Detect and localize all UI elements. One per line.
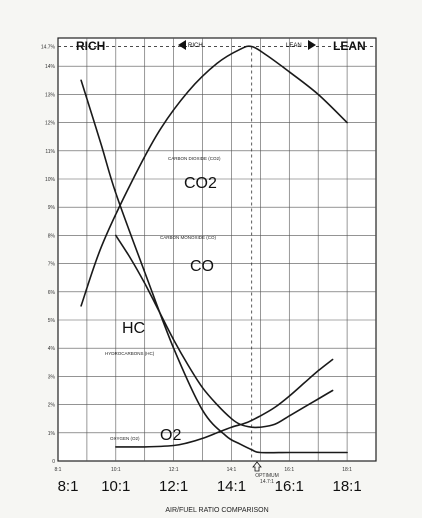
lean-arrow-icon [308,40,316,50]
y-tick-label: 10% [45,177,56,183]
y-tick-label: 4% [48,346,56,352]
co-name-label: CARBON MONOXIDE (CO) [160,235,217,240]
y-tick-label: 11% [45,149,55,155]
y-tick-label: 8% [48,233,56,239]
x-tick-label-big: 14:1 [217,478,246,495]
lean-arrow-label: LEAN [286,43,302,49]
y-tick-label: 9% [48,205,56,211]
y-tick-label: 12% [45,121,56,127]
plot-area [57,37,377,462]
y-tick-label: 14.7% [41,44,56,50]
x-tick-label-big: 16:1 [275,478,304,495]
optimum-marker: OPTIMUM 14.7:1 [252,461,279,485]
x-tick-label-small: 18:1 [342,467,352,473]
x-tick-label-big: 18:1 [332,478,361,495]
y-tick-label: 7% [48,262,56,268]
hc-line [115,234,334,429]
lean-arrow: LEAN [286,40,316,50]
y-tick-label: 6% [48,290,56,296]
x-tick-label-big: 8:1 [58,478,79,495]
lean-corner-label: LEAN [333,39,366,53]
hc-name-label: HYDROCARBONS (HC) [105,351,155,356]
o2-line [115,358,334,448]
up-arrow-icon [252,461,262,472]
o2-big-label: O2 [160,427,181,444]
co-big-label: CO [190,258,214,275]
x-axis-ticks: 8:1 10:1 12:1 14:1 16:1 18:1 8:1 10:1 12:1 14:1 16… [55,467,362,495]
x-tick-label-small: 8:1 [55,467,62,473]
x-tick-label-small: 12:1 [169,467,179,473]
y-tick-label: 0 [52,459,55,465]
x-tick-label-big: 12:1 [159,478,188,495]
co2-big-label: CO2 [184,175,217,192]
y-axis-ticks: 0 1% 2% 3% 4% 5% 6% 7% 8% 9% 10% 11% 12% 13% 14% 14.7% [41,44,56,465]
y-tick-label: 5% [48,318,56,324]
rich-corner-label: RICH [76,39,105,53]
co2-line [80,45,348,307]
optimum-label: OPTIMUM [255,473,279,479]
y-tick-label: 14% [45,64,56,70]
rich-arrow: RICH [178,40,203,50]
o2-name-label: OXYGEN (O2) [110,436,140,441]
y-tick-label: 3% [48,374,56,380]
optimum-value: 14.7:1 [260,479,274,485]
series [80,45,348,454]
y-tick-label: 13% [45,92,56,98]
x-tick-label-small: 14:1 [227,467,237,473]
x-tick-label-small: 16:1 [284,467,294,473]
x-tick-label-small: 10:1 [111,467,121,473]
y-tick-label: 1% [48,431,56,437]
grid [58,38,376,461]
rich-arrow-icon [178,40,186,50]
co2-name-label: CARBON DIOXIDE (CO2) [168,156,221,161]
y-tick-label: 2% [48,403,56,409]
rich-arrow-label: RICH [188,43,203,49]
x-tick-label-big: 10:1 [101,478,130,495]
x-axis-label: AIR/FUEL RATIO COMPARISON [165,507,268,514]
hc-big-label: HC [122,320,145,337]
